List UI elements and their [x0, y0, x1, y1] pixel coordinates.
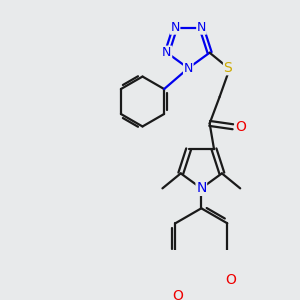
Text: O: O: [225, 273, 236, 287]
Text: S: S: [224, 61, 232, 75]
Text: O: O: [172, 290, 183, 300]
Text: N: N: [196, 181, 206, 195]
Text: N: N: [170, 21, 180, 34]
Text: O: O: [235, 120, 246, 134]
Text: N: N: [162, 46, 172, 59]
Text: N: N: [184, 62, 193, 75]
Text: N: N: [197, 21, 206, 34]
